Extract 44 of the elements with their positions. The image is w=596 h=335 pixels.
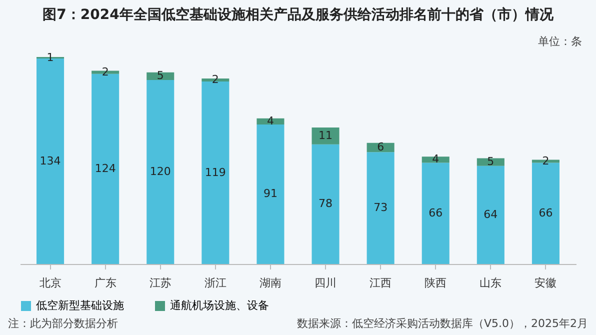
bar — [312, 128, 340, 144]
bar — [532, 162, 560, 264]
bar — [146, 80, 174, 264]
x-tick-label: 四川 — [314, 276, 337, 290]
bar — [312, 144, 340, 264]
data-label: 120 — [150, 165, 171, 178]
text: 注：此为部分数据分析 — [8, 316, 118, 331]
bar — [202, 82, 230, 264]
x-tick-label: 浙江 — [204, 276, 226, 290]
data-label: 6 — [377, 140, 384, 154]
data-label: 66 — [538, 206, 553, 220]
data-label: 124 — [94, 162, 116, 175]
legend-label: 低空新型基础设施 — [36, 299, 124, 312]
data-label: 64 — [484, 208, 498, 221]
data-label: 91 — [263, 187, 278, 200]
data-label: 5 — [487, 155, 494, 168]
x-tick-label: 陕西 — [424, 276, 447, 290]
data-label: 134 — [40, 154, 61, 168]
bar — [92, 74, 120, 264]
bar — [366, 152, 394, 264]
bar — [422, 156, 450, 163]
text: 单位：条 — [538, 34, 582, 49]
x-tick-label: 江西 — [370, 276, 392, 290]
data-label: 4 — [432, 152, 440, 166]
bar — [422, 162, 450, 264]
x-tick-label: 湖南 — [259, 276, 282, 290]
legend-label: 通航机场设施、设备 — [170, 299, 269, 312]
data-label: 11 — [318, 128, 333, 142]
bar — [256, 124, 284, 264]
data-label: 119 — [204, 166, 226, 179]
x-tick-label: 北京 — [39, 276, 62, 290]
bar — [476, 166, 504, 264]
x-tick-label: 江苏 — [149, 276, 172, 290]
bar — [476, 158, 504, 166]
data-label: 78 — [318, 197, 333, 210]
x-tick-label: 广东 — [94, 276, 116, 290]
source-note: 数据来源：低空经济采购活动数据库（V5.0），2025年2月 — [296, 316, 588, 331]
chart-title: 图7：2024年全国低空基础设施相关产品及服务供给活动排名前十的省（市）情况 — [42, 6, 554, 23]
x-tick-label: 安徽 — [534, 276, 557, 290]
x-tick-label: 山东 — [480, 276, 502, 290]
data-label: 4 — [266, 114, 274, 128]
data-label: 5 — [156, 69, 164, 82]
data-label: 73 — [374, 201, 388, 214]
data-label: 66 — [428, 206, 443, 220]
